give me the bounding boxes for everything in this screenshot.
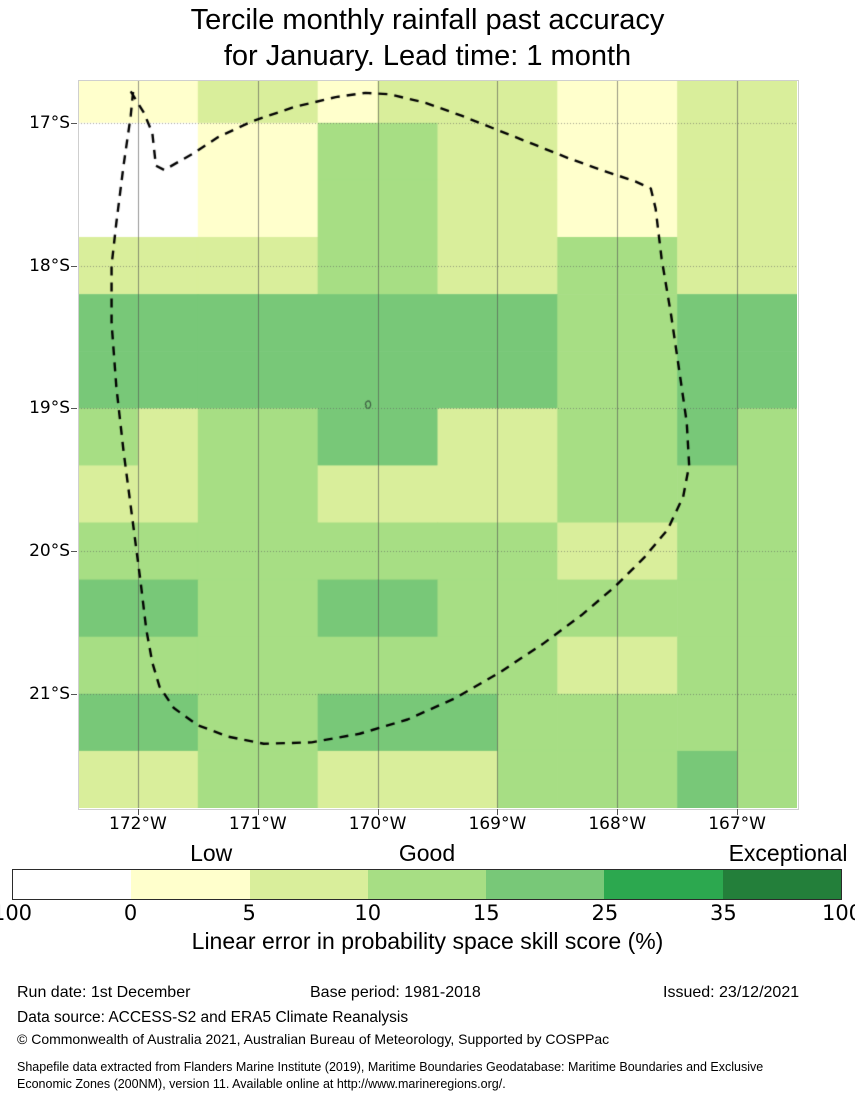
colorbar-category-label: Good: [398, 840, 456, 866]
y-axis-tick-mark: [71, 693, 77, 695]
x-axis-tick-label: 168°W: [588, 814, 647, 834]
colorbar-category-label: Low: [190, 840, 233, 866]
colorbar-tick-label: 25: [591, 901, 619, 925]
footer-base-period: Base period: 1981-2018: [310, 984, 481, 1001]
x-axis-tick-label: 172°W: [109, 814, 167, 834]
y-axis-tick-label: 19°S: [29, 398, 70, 419]
footer: Run date: 1st December Base period: 1981…: [0, 984, 855, 1095]
y-axis-tick-mark: [71, 551, 77, 553]
colorbar-tick-label: 100: [0, 901, 33, 925]
colorbar-tick-label: 10: [354, 901, 382, 925]
y-axis-tick-label: 20°S: [29, 541, 70, 562]
x-axis-tick-mark: [257, 809, 259, 815]
colorbar-segment: [367, 870, 487, 899]
x-axis-tick-mark: [377, 809, 379, 815]
colorbar-category-labels: Low Good Exceptional: [0, 840, 855, 866]
x-axis-tick-label: 167°W: [708, 814, 766, 834]
colorbar-tick-label: 100: [821, 901, 855, 925]
colorbar-tick-label: 0: [123, 901, 138, 925]
footer-data-source: Data source: ACCESS-S2 and ERA5 Climate …: [17, 1009, 409, 1026]
y-axis-tick-label: 21°S: [29, 683, 70, 704]
colorbar-segment: [722, 870, 841, 899]
x-axis-tick-mark: [497, 809, 499, 815]
colorbar-title: Linear error in probability space skill …: [191, 928, 664, 954]
footer-copyright: © Commonwealth of Australia 2021, Austra…: [17, 1031, 610, 1047]
page-title: Tercile monthly rainfall past accuracy f…: [190, 4, 665, 72]
colorbar-tick-label: 5: [242, 901, 256, 925]
y-axis-tick-mark: [71, 408, 77, 410]
y-axis-tick-mark: [71, 122, 77, 124]
x-axis-tick-mark: [737, 809, 739, 815]
colorbar-segment: [13, 870, 132, 899]
colorbar-segment: [131, 870, 250, 899]
y-axis-tick-label: 18°S: [29, 255, 70, 276]
colorbar-tick-labels: 100 0 5 10 15 25 35 100: [0, 901, 855, 927]
colorbar-segment: [486, 870, 605, 899]
map-plot-area: [78, 80, 797, 808]
footer-shapefile-line1: Shapefile data extracted from Flanders M…: [17, 1060, 764, 1074]
x-axis-tick-label: 171°W: [228, 814, 287, 834]
footer-shapefile-line2: Economic Zones (200NM), version 11. Avai…: [17, 1077, 506, 1091]
y-axis-tick-label: 17°S: [29, 112, 70, 133]
x-axis-tick-mark: [137, 809, 139, 815]
x-axis-tick-mark: [617, 809, 619, 815]
y-axis: 17°S 18°S 19°S 20°S 21°S: [0, 0, 70, 1095]
colorbar-tick-label: 35: [710, 901, 737, 925]
boundary-overlay: [78, 80, 797, 808]
footer-issued-date: Issued: 23/12/2021: [663, 984, 800, 1001]
x-axis-tick-label: 170°W: [348, 814, 407, 834]
y-axis-tick-mark: [71, 265, 77, 267]
x-axis-tick-label: 169°W: [468, 814, 527, 834]
colorbar-tick-label: 15: [472, 901, 500, 925]
footer-run-date: Run date: 1st December: [17, 984, 191, 1001]
colorbar-category-label: Exceptional: [728, 840, 848, 866]
colorbar-segment: [249, 870, 368, 899]
colorbar: [12, 869, 842, 900]
colorbar-segment: [604, 870, 723, 899]
